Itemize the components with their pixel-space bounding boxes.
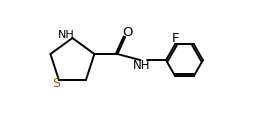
Text: O: O bbox=[122, 26, 133, 39]
Text: NH: NH bbox=[133, 59, 151, 72]
Text: S: S bbox=[52, 77, 60, 90]
Text: NH: NH bbox=[58, 30, 75, 40]
Text: F: F bbox=[172, 32, 179, 45]
